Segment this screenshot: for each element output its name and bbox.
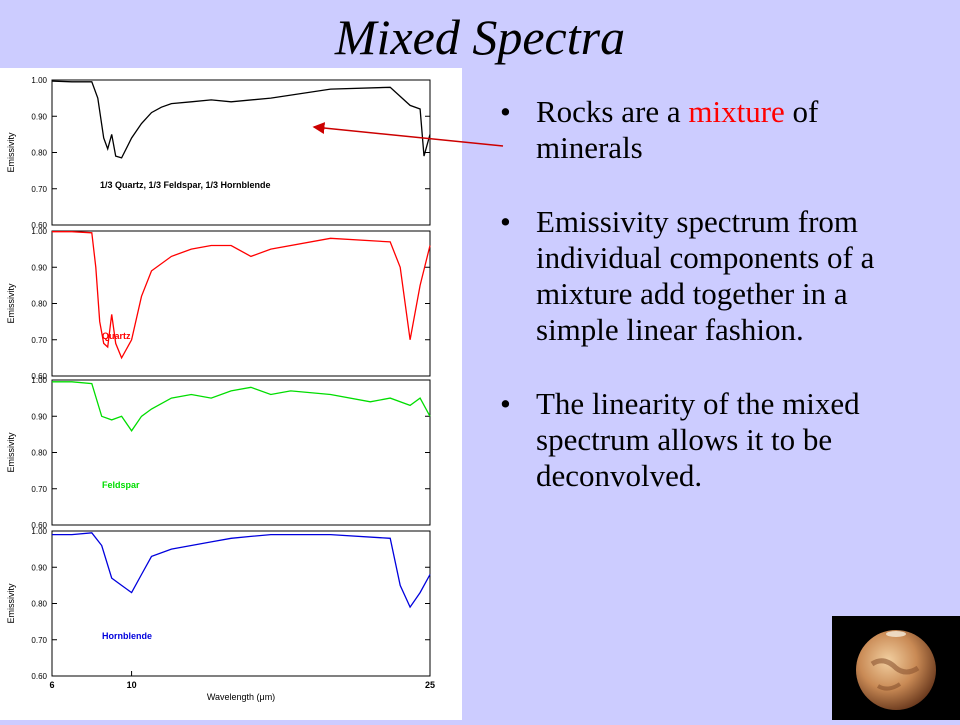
y-tick-label: 1.00: [31, 227, 47, 236]
y-tick-label: 0.80: [31, 300, 47, 309]
bullet-text: Rocks are a: [536, 94, 689, 129]
spectra-figure: 1.00 0.90 0.80 0.70 0.60 Emissivity 1/3 Quartz…: [0, 68, 462, 720]
series-label: Quartz: [102, 331, 131, 341]
bullet-dot: •: [500, 386, 511, 421]
series-label: Hornblende: [102, 631, 152, 641]
x-tick-label: 6: [49, 680, 54, 690]
spectra-chart: 1.00 0.90 0.80 0.70 0.60 Emissivity 1/3 Quartz…: [6, 76, 435, 702]
bullet-dot: •: [500, 204, 511, 239]
y-tick-label: 0.80: [31, 600, 47, 609]
y-axis-label: Emissivity: [6, 583, 16, 623]
y-axis-label: Emissivity: [6, 132, 16, 172]
y-tick-label: 0.60: [31, 672, 47, 681]
y-axis-label: Emissivity: [6, 283, 16, 323]
slide-title: Mixed Spectra: [334, 9, 626, 65]
spectrum-line: [52, 381, 431, 432]
y-tick-label: 0.60: [31, 372, 47, 381]
spectrum-line: [51, 80, 431, 159]
y-tick-label: 0.90: [31, 412, 47, 421]
bullet-text: Emissivity spectrum from individual comp…: [536, 204, 875, 347]
x-tick-label: 10: [127, 680, 137, 690]
y-tick-label: 1.00: [31, 527, 47, 536]
x-tick-label: 25: [425, 680, 435, 690]
bullet-dot: •: [500, 94, 511, 129]
series-label: Feldspar: [102, 480, 140, 490]
y-tick-label: 0.60: [31, 521, 47, 530]
y-tick-label: 0.90: [31, 263, 47, 272]
y-tick-label: 0.90: [31, 112, 47, 121]
y-tick-label: 0.70: [31, 185, 47, 194]
bullet-item: • The linearity of the mixed spectrum al…: [500, 386, 920, 494]
spectrum-line: [52, 231, 431, 360]
y-axis-label: Emissivity: [6, 432, 16, 472]
y-tick-label: 1.00: [31, 376, 47, 385]
bullet-highlight: mixture: [688, 94, 785, 129]
y-tick-label: 0.70: [31, 485, 47, 494]
bullet-text: The linearity of the mixed spectrum allo…: [536, 386, 860, 493]
mars-image: [832, 616, 960, 720]
bullet-item: • Emissivity spectrum from individual co…: [500, 204, 920, 348]
y-tick-label: 0.80: [31, 149, 47, 158]
y-tick-label: 0.90: [31, 563, 47, 572]
y-tick-label: 0.70: [31, 636, 47, 645]
y-tick-label: 1.00: [31, 76, 47, 85]
y-tick-label: 0.60: [31, 221, 47, 230]
mars-planet-icon: [856, 630, 936, 710]
y-tick-label: 0.70: [31, 336, 47, 345]
series-label: 1/3 Quartz, 1/3 Feldspar, 1/3 Hornblende: [100, 180, 271, 190]
bullet-list: • Rocks are a mixture of minerals • Emis…: [500, 94, 920, 532]
spectrum-line: [52, 532, 431, 609]
y-tick-label: 0.80: [31, 449, 47, 458]
bullet-item: • Rocks are a mixture of minerals: [500, 94, 920, 166]
x-axis-label: Wavelength (μm): [207, 692, 275, 702]
bullet-text-end: of minerals: [536, 94, 819, 165]
